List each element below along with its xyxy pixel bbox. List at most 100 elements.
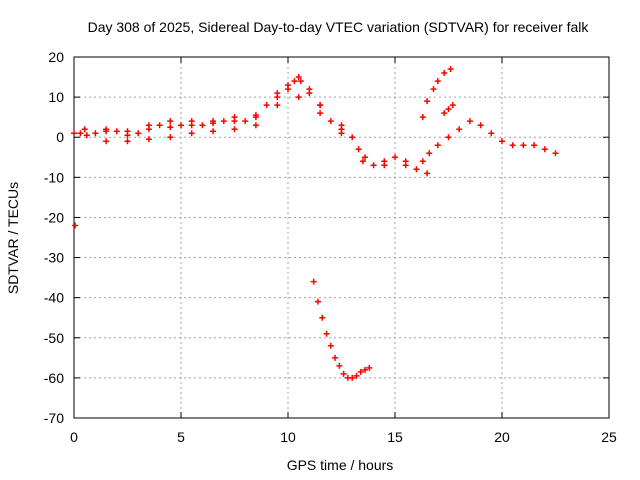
data-point (370, 162, 377, 169)
data-point (317, 102, 324, 109)
data-point (430, 86, 437, 93)
y-axis-title: SDTVAR / TECUs (5, 182, 21, 294)
data-point (338, 130, 345, 137)
data-point (317, 110, 324, 117)
series-segment-16h (419, 66, 454, 121)
data-point (167, 124, 174, 131)
data-point (434, 142, 441, 149)
x-tick-label: 15 (387, 429, 403, 445)
data-point (124, 128, 131, 135)
data-point (252, 122, 259, 129)
data-point (92, 130, 99, 137)
data-point (353, 372, 360, 379)
data-point (441, 110, 448, 117)
data-point (77, 130, 84, 137)
data-point (319, 314, 326, 321)
series-main (71, 78, 559, 173)
x-axis-title: GPS time / hours (287, 457, 394, 473)
data-point (445, 134, 452, 141)
y-tick-label: 0 (56, 129, 64, 145)
data-point (381, 162, 388, 169)
x-tick-label: 10 (280, 429, 296, 445)
data-point (366, 364, 373, 371)
data-point (103, 126, 110, 133)
data-point (419, 114, 426, 121)
data-point (274, 94, 281, 101)
grid-lines (74, 57, 609, 418)
y-tick-label: 10 (48, 89, 64, 105)
data-point (441, 70, 448, 77)
data-point (274, 102, 281, 109)
data-point (362, 154, 369, 161)
data-point (541, 146, 548, 153)
data-point (332, 354, 339, 361)
data-point (327, 118, 334, 125)
data-point (285, 86, 291, 93)
y-tick-label: -70 (44, 410, 64, 426)
data-point (359, 158, 366, 165)
data-point (424, 170, 431, 177)
data-point (72, 222, 79, 229)
data-point (327, 342, 334, 349)
data-point (295, 74, 302, 81)
data-point (419, 158, 426, 165)
series-outlier (72, 222, 79, 229)
data-point (340, 370, 347, 377)
data-point (520, 142, 527, 149)
series-lower-band (103, 94, 431, 177)
data-point (357, 368, 364, 375)
data-point (167, 134, 174, 141)
data-point (113, 128, 120, 135)
data-point (336, 362, 343, 369)
data-point (531, 142, 538, 149)
y-tick-label: -10 (44, 169, 64, 185)
y-tick-label: -30 (44, 250, 64, 266)
chart-title: Day 308 of 2025, Sidereal Day-to-day VTE… (88, 19, 590, 35)
data-point (124, 138, 131, 145)
data-point (291, 78, 298, 85)
plot-frame (73, 56, 610, 419)
data-points (71, 66, 559, 381)
data-point (552, 150, 559, 157)
data-point (323, 330, 330, 337)
data-point (402, 162, 409, 169)
data-point (338, 122, 345, 129)
data-point (156, 122, 163, 129)
data-point (424, 98, 431, 105)
data-point (456, 126, 463, 133)
data-point (362, 366, 369, 373)
data-point (145, 136, 152, 143)
data-point (392, 154, 398, 161)
data-point (488, 130, 495, 137)
x-tick-label: 20 (494, 429, 510, 445)
data-point (220, 118, 227, 125)
y-tick-label: -60 (44, 370, 64, 386)
series-segment-17h (441, 102, 456, 117)
series-deep-arc (310, 278, 373, 381)
data-point (231, 126, 238, 133)
data-point (349, 134, 356, 141)
data-point (477, 122, 484, 129)
data-point (210, 128, 217, 135)
data-point (188, 130, 195, 137)
data-point (210, 118, 217, 125)
data-point (310, 278, 317, 285)
x-tick-label: 0 (70, 429, 78, 445)
data-point (188, 118, 195, 125)
data-point (449, 102, 456, 109)
series-upper-band (81, 74, 345, 135)
data-point (167, 118, 174, 125)
data-point (71, 130, 77, 137)
data-point (81, 126, 88, 133)
data-point (509, 142, 516, 149)
data-point (199, 122, 206, 129)
data-point (135, 130, 142, 137)
data-point (466, 118, 473, 125)
data-point (355, 146, 362, 153)
y-tick-label: -40 (44, 290, 64, 306)
data-point (297, 78, 304, 85)
data-point (413, 166, 420, 173)
data-point (145, 122, 152, 129)
data-point (447, 66, 454, 73)
data-point (306, 86, 313, 93)
